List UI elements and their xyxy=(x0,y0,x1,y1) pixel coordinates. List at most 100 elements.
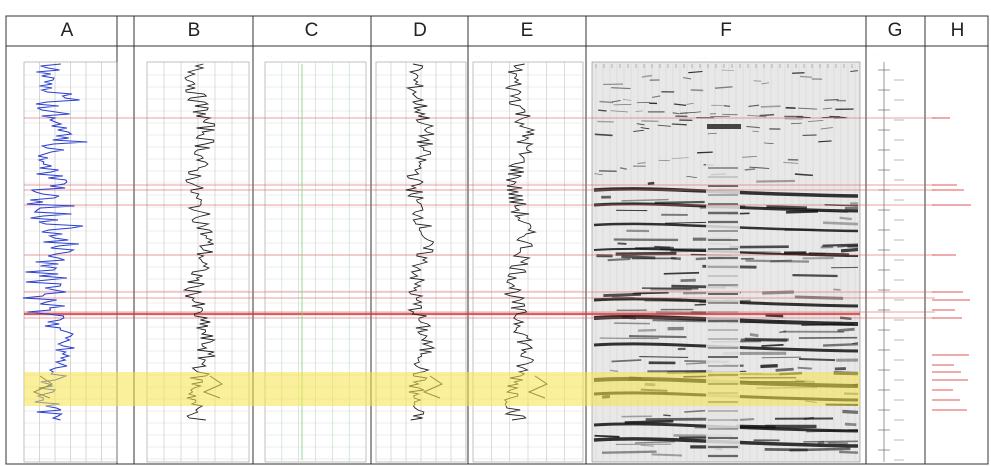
seismic-strong-horizon xyxy=(593,342,859,353)
seismic-reflector xyxy=(686,175,697,178)
seismic-reflector xyxy=(761,82,770,85)
seismic-reflector xyxy=(664,221,707,224)
seismic-reflector xyxy=(742,156,757,158)
track-b-header-scribble: · · · xyxy=(149,54,154,58)
seismic-reflector xyxy=(599,100,614,104)
seismic-reflector xyxy=(790,122,802,125)
seismic-reflector xyxy=(682,76,692,80)
seismic-reflector xyxy=(611,100,621,103)
column-header-h: H xyxy=(950,20,965,41)
seismic-reflector xyxy=(756,179,795,183)
seismic-reflector xyxy=(639,356,689,358)
seismic-reflector xyxy=(796,116,811,119)
seismic-reflector xyxy=(792,274,838,278)
column-header-a: A xyxy=(60,20,74,41)
seismic-reflector xyxy=(603,292,642,298)
seismic-reflector xyxy=(651,453,683,457)
column-header-c: C xyxy=(304,20,319,41)
curve-d xyxy=(405,63,436,421)
seismic-reflector xyxy=(697,151,713,154)
seismic-reflector xyxy=(641,74,653,78)
seismic-reflector xyxy=(594,133,613,137)
seismic-reflector xyxy=(657,124,671,127)
seismic-strong-horizon xyxy=(593,297,859,308)
seismic-strong-horizon xyxy=(593,422,859,433)
seismic-reflector xyxy=(628,335,687,339)
synthetic-top-bar xyxy=(707,124,741,129)
seismic-reflector xyxy=(614,322,650,325)
seismic-reflector xyxy=(807,120,824,122)
highlight-band xyxy=(24,372,860,406)
seismic-reflector xyxy=(803,416,815,420)
seismic-reflector xyxy=(654,245,674,249)
seismic-reflector xyxy=(828,442,848,444)
seismic-reflector xyxy=(747,114,767,118)
seismic-reflector xyxy=(821,116,840,119)
seismic-reflector xyxy=(744,337,787,342)
seismic-reflector xyxy=(634,440,676,444)
seismic-reflector xyxy=(765,313,784,318)
seismic-reflector xyxy=(818,140,832,143)
seismic-reflector xyxy=(671,123,687,126)
seismic-reflector xyxy=(594,434,620,438)
seismic-strong-horizon xyxy=(593,222,859,233)
marker-labels xyxy=(932,117,971,411)
seismic-reflector xyxy=(673,103,687,107)
seismic-reflector xyxy=(749,166,770,169)
seismic-reflector xyxy=(844,422,857,427)
seismic-reflector xyxy=(685,111,702,114)
column-header-d: D xyxy=(413,20,427,41)
seismic-reflector xyxy=(671,157,689,160)
seismic-reflector xyxy=(779,330,787,334)
seismic-reflector xyxy=(766,205,808,210)
seismic-reflector xyxy=(635,110,644,112)
seismic-reflector xyxy=(748,104,760,108)
seismic-reflector xyxy=(640,444,655,447)
column-header-f: F xyxy=(720,20,732,41)
seismic-reflector xyxy=(745,259,810,263)
seismic-reflector xyxy=(820,127,833,130)
seismic-reflector xyxy=(607,257,631,262)
seismic-reflector xyxy=(685,362,710,365)
track-a-header-scribble: · · · xyxy=(26,54,31,58)
seismic-reflector xyxy=(839,216,852,221)
seismic-reflector xyxy=(686,102,694,105)
seismic-reflector xyxy=(760,105,781,108)
seismic-reflector xyxy=(822,243,859,247)
column-header-e: E xyxy=(520,20,534,41)
depth-scale-header-scribble: · · xyxy=(874,53,877,57)
seismic-reflector xyxy=(652,95,661,98)
seismic-strong-horizon xyxy=(593,314,859,326)
seismic-reflector xyxy=(837,244,859,248)
seismic-reflector xyxy=(641,287,699,290)
seismic-reflector xyxy=(850,70,859,72)
seismic-strong-horizon xyxy=(593,202,859,213)
seismic-strong-horizon xyxy=(593,437,859,448)
seismic-reflector xyxy=(770,259,792,263)
seismic-reflector xyxy=(794,173,813,177)
seismic-reflector xyxy=(663,271,700,275)
seismic-reflector xyxy=(753,80,762,82)
track-c-header-scribble: · · · xyxy=(267,54,272,58)
seismic-reflector xyxy=(611,359,642,363)
seismic-reflector xyxy=(617,242,627,245)
seismic-reflector xyxy=(615,251,677,256)
seismic-reflector xyxy=(798,357,836,362)
horizon-markers xyxy=(24,117,935,319)
seismic-reflector xyxy=(797,366,812,370)
seismic-reflector xyxy=(783,161,799,164)
seismic-reflector xyxy=(622,99,632,101)
seismic-reflector xyxy=(761,356,802,359)
seismic-reflector xyxy=(637,162,646,164)
seismic-reflector xyxy=(839,450,859,454)
seismic-reflector xyxy=(636,123,645,126)
seismic-reflector xyxy=(598,109,607,112)
seismic-reflector xyxy=(749,332,759,338)
seismic-reflector xyxy=(842,409,859,414)
curve-gamma-ray xyxy=(22,63,88,421)
seismic-reflector xyxy=(824,99,839,101)
seismic-reflector xyxy=(840,247,859,253)
seismic-reflector xyxy=(684,409,706,413)
seismic-reflector xyxy=(734,250,781,253)
